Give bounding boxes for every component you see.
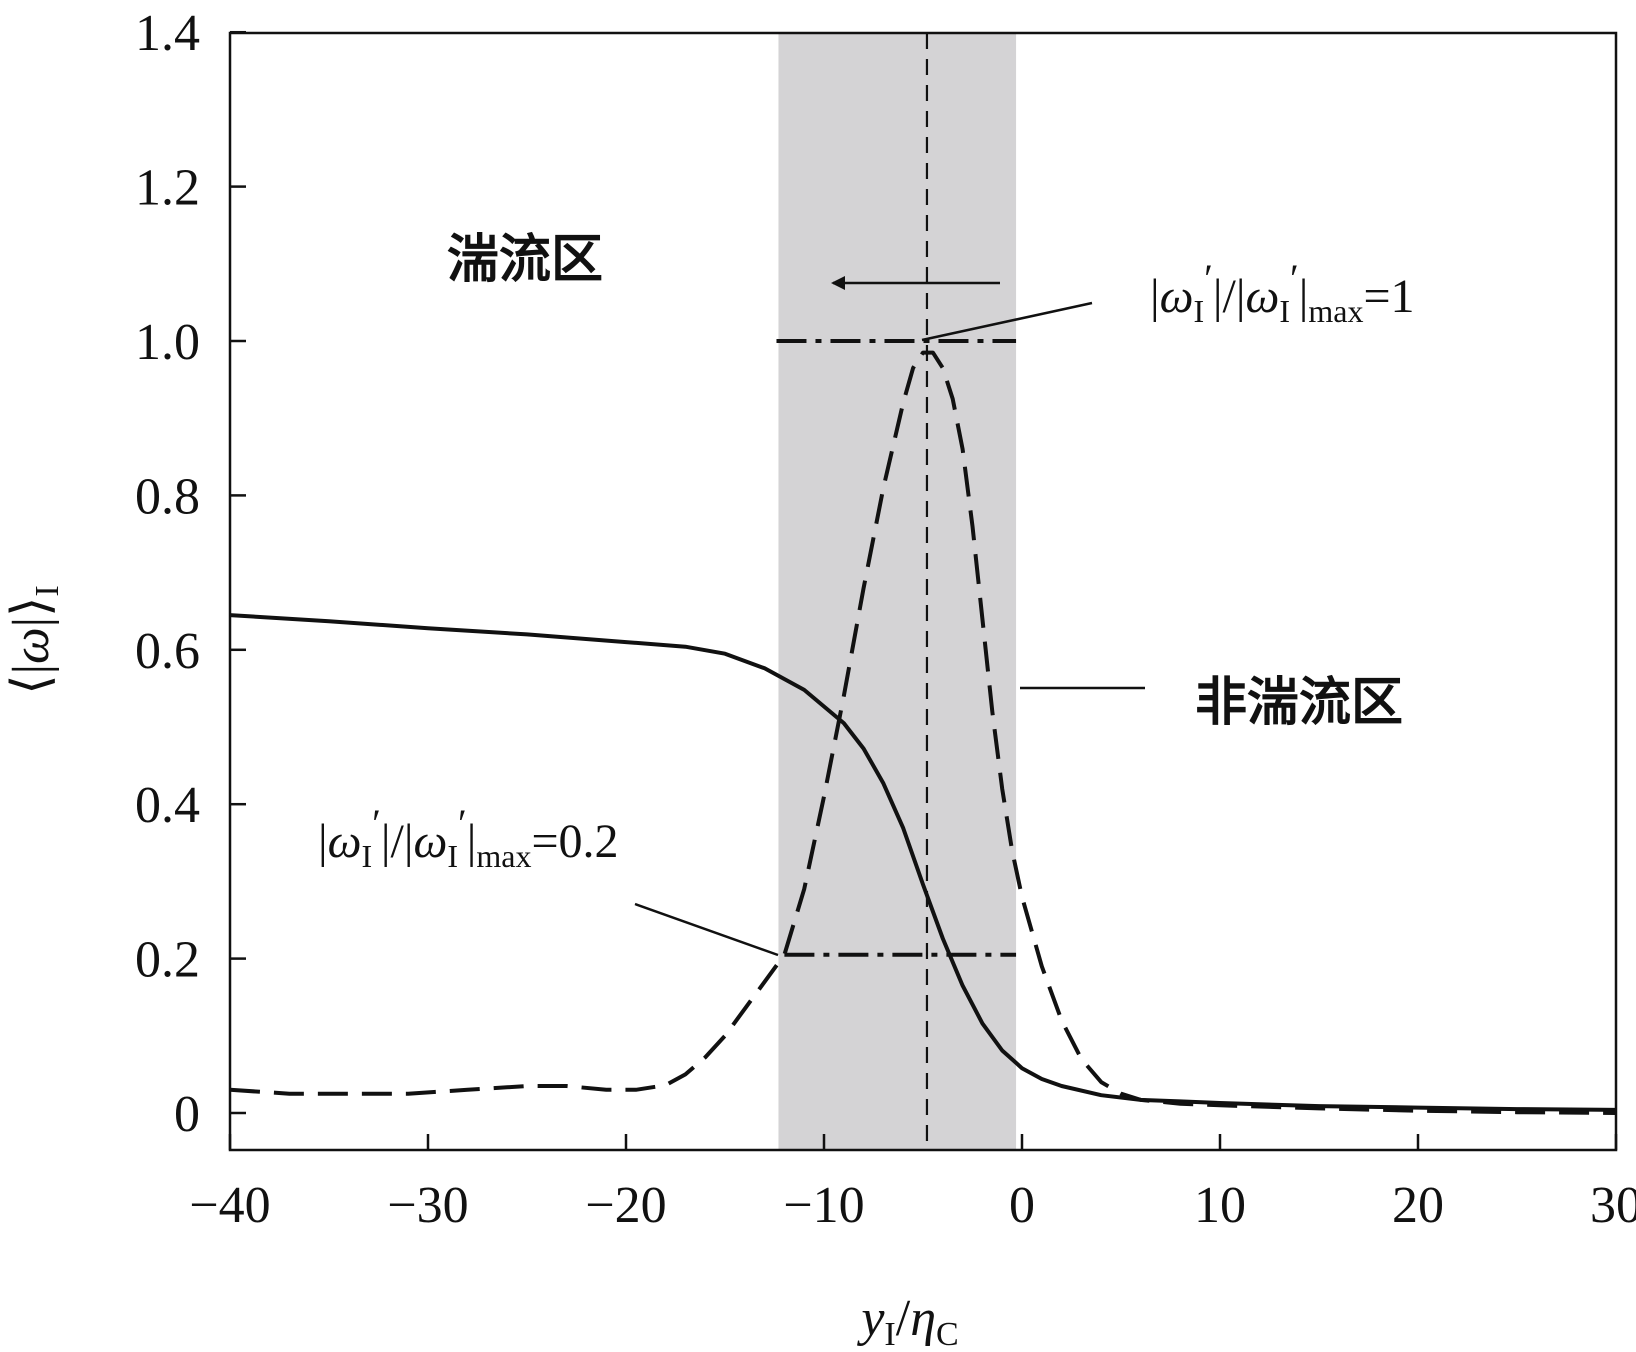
y-tick-label: 1.0 [135, 314, 200, 371]
series-layer [229, 339, 1617, 1115]
plot-frame [228, 31, 1618, 1152]
x-tick-label: 20 [1392, 1177, 1444, 1234]
point-two-leader-line [634, 902, 779, 957]
y-tick-label: 0.6 [135, 623, 200, 680]
turbulent-region-label: 湍流区 [447, 230, 603, 290]
shaded-band-layer [778, 33, 1017, 1150]
non-turbulent-region-label: 非湍流区 [1195, 673, 1403, 733]
ticks-layer: −40 −30 −20 −10 0 10 20 30 0 0.2 0.4 0.6 0.8 1.0 1.2 1.… [135, 5, 1636, 1234]
axes-layer [228, 31, 1618, 1152]
x-tick-label: −30 [387, 1177, 468, 1234]
y-tick-label: 0.8 [135, 468, 200, 525]
y-axis-title: ⟨|ω|⟩I [3, 585, 66, 694]
y-tick-label: 0.2 [135, 932, 200, 989]
x-tick-label: 0 [1009, 1177, 1035, 1234]
y-tick-label: 1.2 [135, 160, 200, 217]
x-tick-label: −20 [585, 1177, 666, 1234]
x-tick-label: −40 [189, 1177, 270, 1234]
shaded-band [778, 33, 1017, 1150]
x-axis-title: yI/ηC [856, 1290, 958, 1352]
y-tick-label: 1.4 [135, 5, 200, 62]
y-tick-label: 0.4 [135, 777, 200, 834]
point-two-label: |ωI′|/|ωI′|max=0.2 [318, 801, 619, 874]
x-tick-label: 30 [1590, 1177, 1636, 1234]
series-solid-line [229, 613, 1617, 1112]
y-tick-label: 0 [174, 1086, 200, 1143]
max-label: |ωI′|/|ωI′|max=1 [1150, 256, 1415, 329]
x-tick-label: −10 [783, 1177, 864, 1234]
max-leader-line [921, 301, 1093, 342]
x-tick-label: 10 [1194, 1177, 1246, 1234]
